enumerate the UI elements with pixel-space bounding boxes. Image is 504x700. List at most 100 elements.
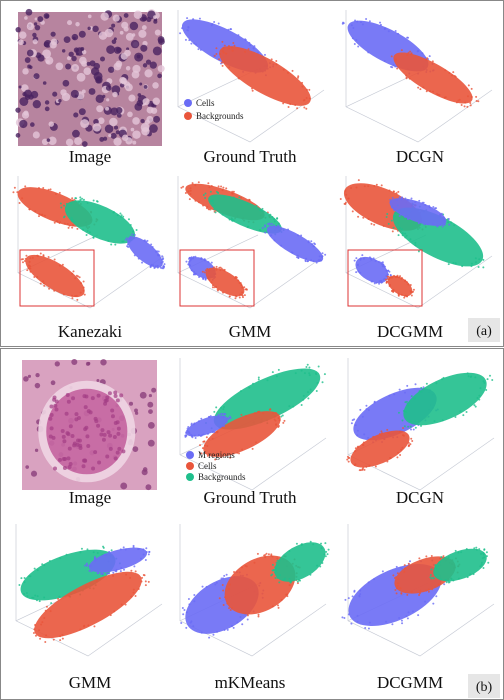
scatter-dot bbox=[396, 456, 398, 458]
scatter-dot bbox=[406, 76, 408, 78]
nucleus bbox=[142, 25, 147, 30]
scatter-dot bbox=[451, 578, 453, 580]
nucleus bbox=[74, 137, 82, 145]
scatter-dot bbox=[420, 391, 422, 393]
nucleus bbox=[50, 41, 57, 48]
nucleus bbox=[49, 121, 54, 126]
scatter-dot bbox=[405, 74, 407, 76]
scatter-dot bbox=[128, 218, 130, 220]
scatter-dot bbox=[62, 638, 64, 640]
scatter-dot bbox=[357, 264, 359, 266]
scatter-dot bbox=[211, 185, 213, 187]
scatter-dot bbox=[193, 600, 195, 602]
scatter-dot bbox=[288, 106, 290, 108]
scatter-dot bbox=[275, 412, 277, 414]
scatter-dot bbox=[193, 42, 195, 44]
scatter-dot bbox=[238, 77, 240, 79]
scatter-dot bbox=[41, 563, 43, 565]
nucleus bbox=[45, 106, 50, 111]
scatter-dot bbox=[38, 215, 40, 217]
scatter-dot bbox=[398, 234, 400, 236]
scatter-dot bbox=[240, 282, 242, 284]
scatter-dot bbox=[442, 419, 444, 421]
scatter-dot bbox=[304, 260, 306, 262]
nucleus bbox=[133, 446, 139, 452]
scatter-dot bbox=[297, 255, 299, 257]
scatter-dot bbox=[252, 383, 254, 385]
nucleus bbox=[35, 383, 40, 388]
scatter-dot bbox=[378, 283, 380, 285]
scatter-dot bbox=[359, 409, 361, 411]
scatter-dot bbox=[258, 614, 260, 616]
scatter-dot bbox=[307, 397, 309, 399]
scatter-dot bbox=[401, 49, 403, 51]
scatter-dot bbox=[121, 603, 123, 605]
scatter-dot bbox=[411, 295, 413, 297]
scatter-dot bbox=[228, 607, 230, 609]
scatter-dot bbox=[430, 568, 432, 570]
scatter-dot bbox=[182, 613, 184, 615]
scatter-dot bbox=[226, 602, 228, 604]
scatter-dot bbox=[158, 254, 160, 256]
scatter-dot bbox=[193, 274, 195, 276]
mesangial-dot bbox=[105, 454, 109, 458]
scatter-dot bbox=[188, 432, 190, 434]
scatter-dot bbox=[213, 431, 215, 433]
scatter-dot bbox=[407, 199, 409, 201]
scatter-dot bbox=[74, 197, 76, 199]
scatter-dot bbox=[420, 425, 422, 427]
scatter-dot bbox=[294, 104, 296, 106]
scatter-dot bbox=[478, 258, 480, 260]
scatter-dot bbox=[411, 198, 413, 200]
scatter-dot bbox=[361, 254, 363, 256]
scatter-dot bbox=[240, 284, 242, 286]
scatter-dot bbox=[59, 192, 61, 194]
scatter-dot bbox=[342, 23, 344, 25]
scatter-dot bbox=[187, 26, 189, 28]
scatter-dot bbox=[81, 198, 83, 200]
scatter-dot bbox=[402, 419, 404, 421]
nucleus bbox=[132, 141, 136, 145]
scatter-dot bbox=[430, 577, 432, 579]
scatter-dot bbox=[24, 581, 26, 583]
scatter-dot bbox=[389, 199, 391, 201]
scatter-dot bbox=[253, 45, 255, 47]
mesangial-dot bbox=[121, 449, 125, 453]
scatter-dot bbox=[266, 379, 268, 381]
scatter-dot bbox=[237, 279, 239, 281]
mesangial-dot bbox=[87, 409, 91, 413]
scatter-dot bbox=[407, 403, 409, 405]
panel-caption: DCGN bbox=[396, 147, 444, 166]
scatter-dot bbox=[70, 202, 72, 204]
scatter-dot bbox=[63, 293, 65, 295]
scatter-dot bbox=[398, 412, 400, 414]
scatter-dot bbox=[36, 599, 38, 601]
scatter-dot bbox=[424, 601, 426, 603]
scatter-dot bbox=[66, 203, 68, 205]
scatter-dot bbox=[261, 210, 263, 212]
scatter-dot bbox=[391, 206, 393, 208]
scatter-dot bbox=[225, 187, 227, 189]
scatter-dot bbox=[453, 224, 455, 226]
scatter-dot bbox=[359, 272, 361, 274]
scatter-dot bbox=[321, 547, 323, 549]
scatter-dot bbox=[354, 260, 356, 262]
scatter-dot bbox=[252, 90, 254, 92]
scatter-dot bbox=[443, 217, 445, 219]
scatter-dot bbox=[308, 372, 310, 374]
scatter-dot bbox=[466, 548, 468, 550]
scatter-dot bbox=[400, 587, 402, 589]
scatter-dot bbox=[83, 290, 85, 292]
mesangial-dot bbox=[65, 412, 69, 416]
scatter-dot bbox=[211, 24, 213, 26]
mesangial-dot bbox=[102, 438, 106, 442]
scatter-dot bbox=[308, 366, 310, 368]
nucleus bbox=[152, 82, 159, 89]
scatter-dot bbox=[449, 581, 451, 583]
scatter-dot bbox=[310, 541, 312, 543]
scatter-dot bbox=[143, 574, 145, 576]
scatter-dot bbox=[352, 595, 354, 597]
scatter-dot bbox=[444, 69, 446, 71]
scatter-dot bbox=[322, 381, 324, 383]
scatter-dot bbox=[347, 198, 349, 200]
